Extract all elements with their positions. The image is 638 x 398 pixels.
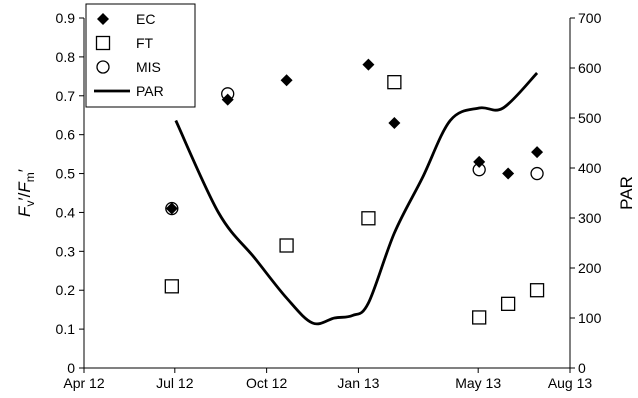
y-right-tick-label: 100 [578,310,602,326]
mis-point [530,166,544,181]
y-right-tick-label: 600 [578,60,602,76]
x-tick-label: May 13 [455,375,501,391]
y-right-tick-label: 400 [578,160,602,176]
ec-point [502,167,515,180]
x-tick-label: Aug 13 [548,375,593,391]
x-tick-label: Jan 13 [337,375,379,391]
ec-point [165,202,178,215]
legend-item-ec: EC [97,11,155,27]
y-left-tick-label: 0.3 [56,243,76,259]
mis-point [472,163,486,177]
y-left-tick-label: 0.6 [56,127,76,143]
y-right-axis-title: PAR [617,176,636,210]
y-right-tick-label: 700 [578,10,602,26]
legend-item-par: PAR [94,83,164,99]
ft-point [387,75,402,90]
ec-point [280,74,293,87]
ec-point [362,58,375,71]
y-right-tick-label: 0 [578,360,586,376]
y-right-tick-label: 300 [578,210,602,226]
legend-item-mis: MIS [96,59,161,75]
ft-point [361,211,376,226]
ft-point [164,279,179,294]
legend-item-ft: FT [95,35,154,51]
mis-point [221,87,235,101]
y-left-axis-title: Fv′/Fm′ [15,169,37,217]
ec-point [531,146,544,159]
legend-label: EC [136,11,155,27]
plot-area [164,58,545,326]
y-left-tick-label: 0.7 [56,88,76,104]
axes: 0 0.1 0.2 0.3 0.4 0.5 0.6 0.7 0.8 0.9 0 100 200 300 40… [15,10,636,391]
y-left-tick-label: 0.1 [56,321,76,337]
legend-label: PAR [136,83,164,99]
y-left-tick-label: 0.8 [56,49,76,65]
ft-point [500,296,516,311]
legend-diamond-swatch [97,13,109,25]
par-line [174,72,539,326]
series-ec [165,58,544,215]
y-left-tick-label: 0.5 [56,166,76,182]
y-left-tick-label: 0.2 [56,282,76,298]
legend-label: FT [136,35,154,51]
ec-point [388,117,401,129]
legend: EC FT MIS PAR [85,3,196,108]
legend-square-open-swatch [95,35,111,51]
y-left-tick-label: 0 [67,360,75,376]
ft-point [472,310,487,325]
series-par [174,72,539,326]
mis-point [165,201,179,216]
y-right-tick-label: 500 [578,110,602,126]
y-left-tick-label: 0.4 [56,204,76,220]
legend-circle-open-swatch [96,60,110,74]
x-tick-label: Oct 12 [246,375,287,391]
y-left-tick-label: 0.9 [56,10,76,26]
legend-label: MIS [136,59,161,75]
ft-point [279,238,294,253]
y-right-tick-label: 200 [578,260,602,276]
series-mis [165,87,544,216]
series-ft [164,75,545,325]
x-tick-label: Apr 12 [63,375,104,391]
ft-point [529,283,545,298]
x-tick-label: Jul 12 [156,375,194,391]
